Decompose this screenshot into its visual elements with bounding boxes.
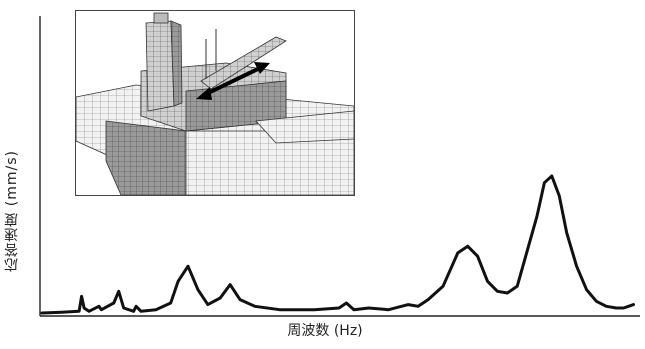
- y-axis-label: 応答速度 (mm/s): [4, 150, 20, 272]
- ship-mesh-illustration: [76, 12, 354, 195]
- ship-structure-inset-image: [75, 10, 355, 196]
- x-axis-label: 周波数 (Hz): [287, 323, 363, 339]
- response-curve: [40, 174, 635, 315]
